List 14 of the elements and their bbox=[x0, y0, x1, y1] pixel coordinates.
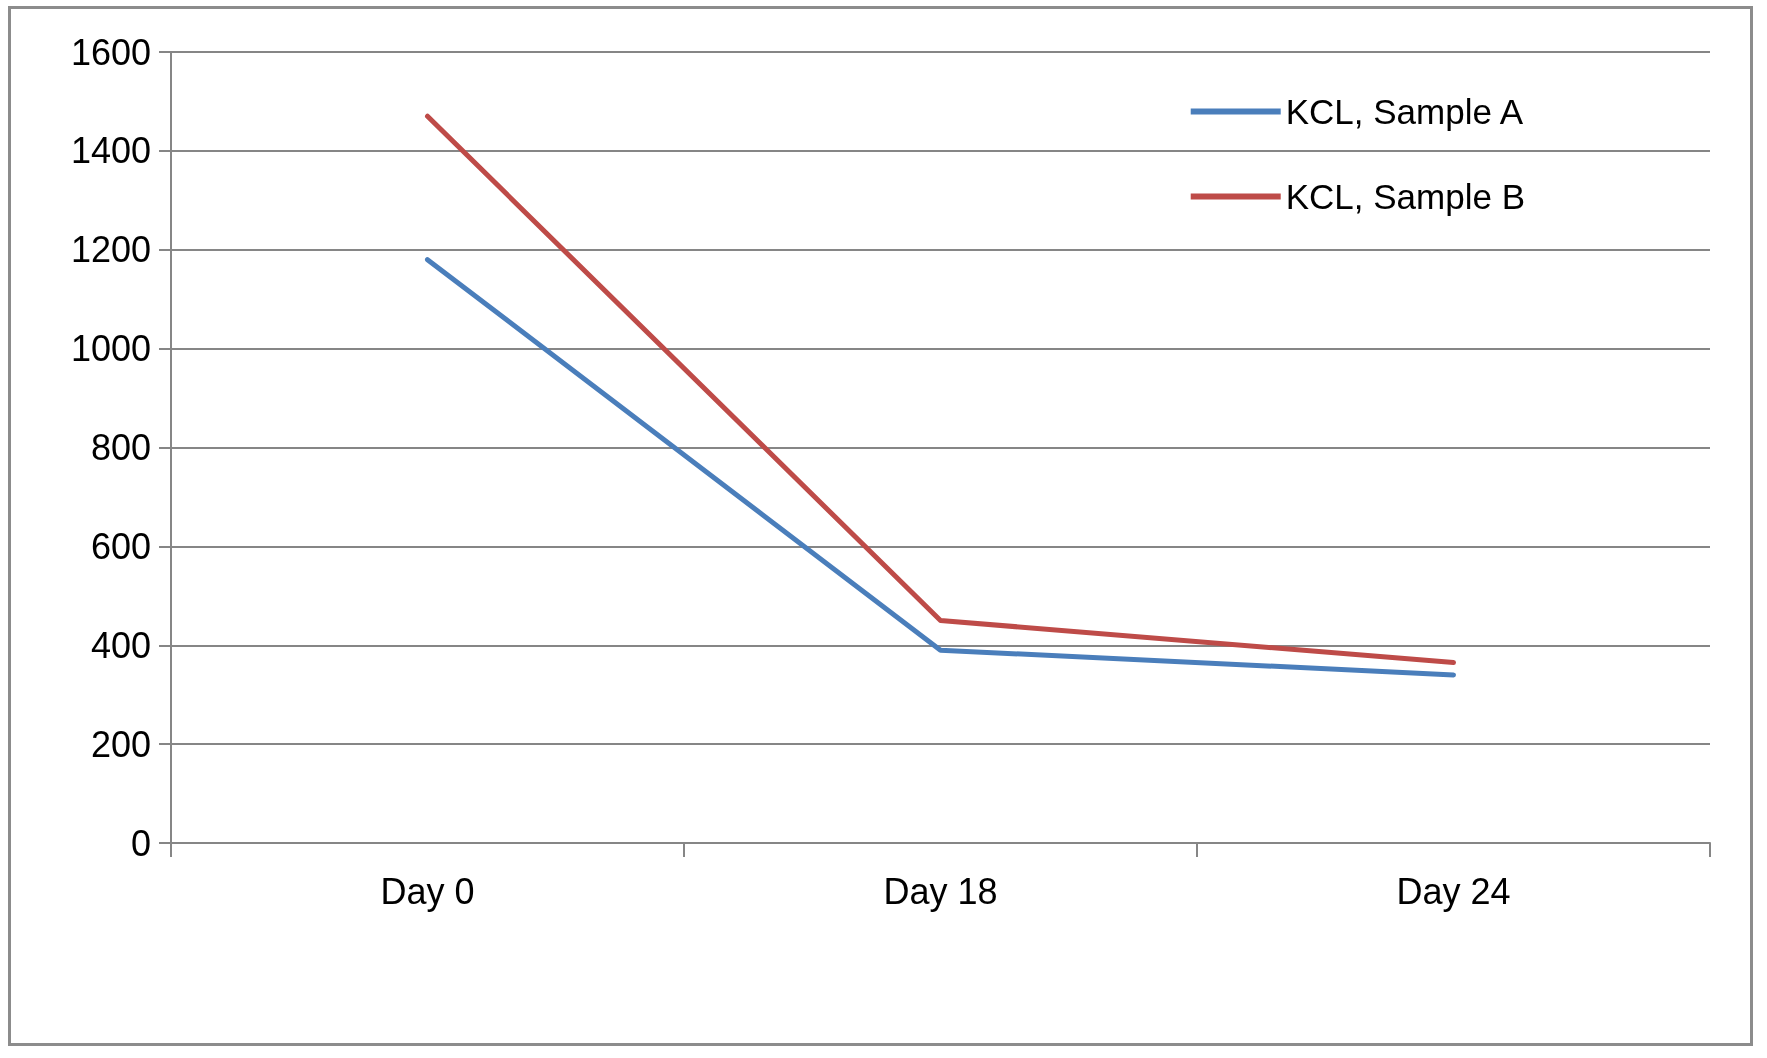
y-tick-label: 600 bbox=[90, 525, 151, 567]
y-tick-label: 1400 bbox=[70, 130, 151, 172]
x-tick-label: Day 24 bbox=[1396, 870, 1511, 912]
y-tick-label: 800 bbox=[90, 427, 151, 468]
y-tick-label: 0 bbox=[130, 822, 151, 864]
y-tick-label: 1600 bbox=[70, 31, 151, 73]
legend-label: KCL, Sample B bbox=[1285, 177, 1526, 216]
x-tick-label: Day 18 bbox=[883, 870, 998, 912]
legend-label: KCL, Sample A bbox=[1285, 92, 1524, 131]
y-tick-label: 1000 bbox=[70, 328, 151, 370]
x-tick-label: Day 0 bbox=[380, 870, 475, 912]
y-tick-label: 400 bbox=[90, 624, 151, 666]
y-tick-label: 1200 bbox=[70, 229, 151, 271]
y-tick-label: 200 bbox=[90, 723, 151, 765]
